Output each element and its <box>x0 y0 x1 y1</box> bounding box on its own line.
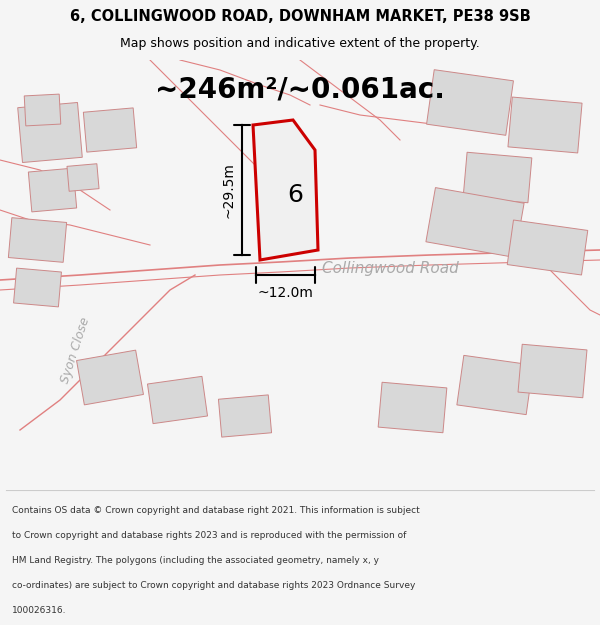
Text: Contains OS data © Crown copyright and database right 2021. This information is : Contains OS data © Crown copyright and d… <box>12 506 420 515</box>
Polygon shape <box>67 164 99 191</box>
Polygon shape <box>18 102 82 162</box>
Text: ~29.5m: ~29.5m <box>221 162 235 218</box>
Text: 6, COLLINGWOOD ROAD, DOWNHAM MARKET, PE38 9SB: 6, COLLINGWOOD ROAD, DOWNHAM MARKET, PE3… <box>70 9 530 24</box>
Text: Collingwood Road: Collingwood Road <box>322 261 458 276</box>
Polygon shape <box>457 356 533 414</box>
Text: 100026316.: 100026316. <box>12 606 67 615</box>
Text: ~246m²/~0.061ac.: ~246m²/~0.061ac. <box>155 76 445 104</box>
Text: Map shows position and indicative extent of the property.: Map shows position and indicative extent… <box>120 37 480 50</box>
Text: ~12.0m: ~12.0m <box>257 286 313 300</box>
Polygon shape <box>8 217 67 262</box>
Polygon shape <box>518 344 587 398</box>
Polygon shape <box>463 152 532 202</box>
Polygon shape <box>14 268 61 307</box>
Polygon shape <box>83 108 137 152</box>
Polygon shape <box>77 350 143 405</box>
Text: 6: 6 <box>287 183 303 207</box>
Polygon shape <box>28 168 77 212</box>
Text: HM Land Registry. The polygons (including the associated geometry, namely x, y: HM Land Registry. The polygons (includin… <box>12 556 379 565</box>
Polygon shape <box>24 94 61 126</box>
Text: to Crown copyright and database rights 2023 and is reproduced with the permissio: to Crown copyright and database rights 2… <box>12 531 406 540</box>
Polygon shape <box>253 120 318 260</box>
Text: Syon Close: Syon Close <box>58 315 92 385</box>
Polygon shape <box>427 70 514 135</box>
Polygon shape <box>378 382 447 432</box>
Polygon shape <box>148 376 208 424</box>
Polygon shape <box>507 220 588 275</box>
Text: co-ordinates) are subject to Crown copyright and database rights 2023 Ordnance S: co-ordinates) are subject to Crown copyr… <box>12 581 415 590</box>
Polygon shape <box>508 97 582 153</box>
Polygon shape <box>218 395 272 437</box>
Polygon shape <box>426 188 524 258</box>
